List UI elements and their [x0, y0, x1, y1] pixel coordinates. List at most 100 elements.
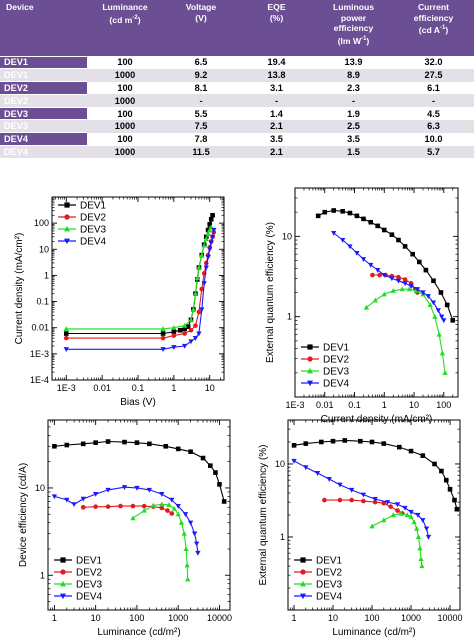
header-ce: Current efficiency (cd A-1) — [393, 0, 474, 56]
data-point — [64, 225, 70, 232]
data-point — [425, 294, 431, 299]
data-point — [414, 525, 420, 531]
plot-frame — [287, 419, 461, 611]
data-point — [63, 335, 69, 341]
data-point — [208, 217, 214, 222]
series-dev4 — [291, 458, 432, 540]
data-point — [205, 255, 211, 260]
data-point — [134, 440, 140, 445]
legend-label: DEV3 — [316, 580, 343, 591]
data-point — [291, 443, 297, 448]
data-point — [63, 347, 69, 353]
data-point — [408, 509, 414, 515]
data-point — [80, 505, 86, 510]
data-point — [185, 576, 191, 582]
data-point — [166, 502, 172, 507]
x-tick-label: 10 — [328, 613, 338, 623]
value-cell: 1000 — [87, 119, 163, 133]
data-point — [63, 331, 69, 336]
header-luminance: Luminance (cd m-2) — [87, 0, 163, 56]
data-point — [427, 302, 433, 308]
data-point — [209, 234, 216, 240]
table-row: DEV3 1000 7.5 2.1 2.5 6.3 — [0, 119, 474, 133]
data-point — [199, 307, 205, 313]
device-cell: DEV4 — [0, 145, 87, 159]
data-point — [211, 227, 217, 233]
data-point — [417, 545, 423, 551]
data-point — [439, 350, 446, 356]
data-point — [134, 485, 140, 491]
data-point — [411, 519, 417, 525]
value-cell: 1000 — [87, 68, 163, 82]
data-point — [396, 274, 401, 280]
x-tick-label: 0.01 — [316, 400, 334, 410]
y-axis-label: External quantum efficiency (%) — [258, 445, 269, 586]
data-point — [408, 284, 414, 289]
data-point — [368, 262, 374, 268]
value-cell: 1.9 — [314, 107, 393, 120]
series-dev2 — [370, 272, 420, 295]
data-point — [160, 331, 166, 336]
value-cell: 5.7 — [393, 145, 474, 159]
data-point — [390, 288, 396, 293]
data-point — [141, 503, 147, 509]
data-point — [402, 505, 408, 511]
x-tick-label: 1 — [292, 613, 297, 623]
y-tick-label: 0.1 — [36, 297, 49, 307]
data-point — [60, 557, 66, 563]
value-cell: 32.0 — [393, 56, 474, 69]
data-point — [182, 331, 187, 336]
device-cell: DEV3 — [0, 119, 87, 133]
data-point — [130, 515, 136, 521]
data-point — [169, 511, 175, 516]
legend-label: DEV1 — [316, 556, 343, 567]
data-point — [159, 501, 165, 507]
plot-frame — [294, 187, 459, 398]
data-point — [188, 339, 194, 345]
series-dev3 — [130, 501, 191, 582]
data-point — [177, 327, 183, 333]
data-point — [175, 503, 181, 509]
data-point — [181, 530, 187, 536]
chart-eqe-l: 1 10 100 1000 10000 1 10 Luminance (cd/m²) Exter… — [258, 419, 463, 638]
data-point — [60, 569, 66, 575]
data-point — [381, 272, 387, 278]
data-point — [377, 272, 382, 278]
data-point — [64, 442, 70, 448]
data-point — [71, 502, 77, 508]
data-point — [415, 512, 421, 518]
header-eqe: EQE (%) — [239, 0, 314, 56]
x-tick-label: 1 — [52, 613, 57, 623]
x-tick-label: 1E-3 — [57, 383, 76, 393]
data-point — [190, 306, 197, 312]
data-point — [207, 247, 213, 253]
data-point — [171, 324, 177, 330]
data-point — [361, 498, 366, 504]
header-lpe: Luminous power efficiency (lm W-1) — [314, 0, 393, 56]
data-point — [442, 370, 448, 375]
data-point — [399, 286, 405, 292]
x-axis-label: Luminance (cd/m²) — [332, 627, 415, 638]
data-point — [360, 492, 367, 498]
value-cell: 2.1 — [239, 145, 314, 159]
series-dev3 — [63, 224, 214, 331]
data-point — [182, 322, 188, 328]
series-line — [54, 486, 199, 554]
data-point — [432, 313, 438, 319]
data-point — [93, 504, 98, 509]
value-cell: 1.4 — [239, 107, 314, 120]
value-cell: 1000 — [87, 94, 163, 108]
data-point — [60, 580, 66, 587]
data-point — [300, 593, 306, 600]
data-point — [331, 230, 337, 236]
device-cell: DEV4 — [0, 132, 87, 146]
legend-label: DEV4 — [80, 237, 107, 248]
series-dev2 — [322, 497, 405, 516]
data-point — [185, 324, 191, 329]
data-point — [389, 276, 395, 282]
data-point — [431, 278, 436, 284]
y-tick-label: 1E-3 — [30, 349, 49, 359]
